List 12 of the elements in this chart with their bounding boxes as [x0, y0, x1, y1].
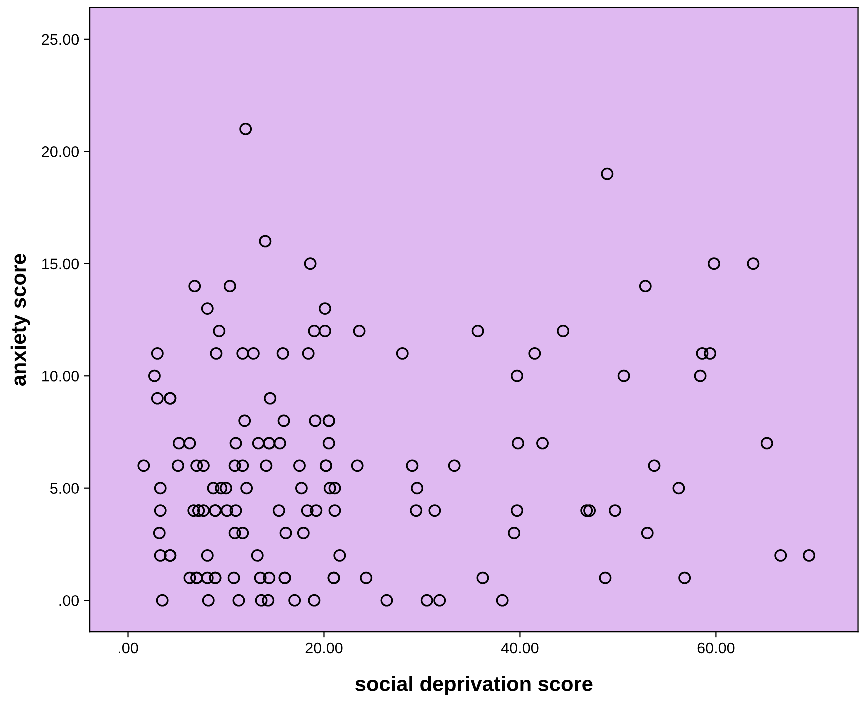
- y-tick-label: 15.00: [42, 258, 80, 270]
- x-tick-label: .00: [119, 642, 138, 654]
- y-tick-label: .00: [60, 595, 80, 606]
- x-tick-label: 40.00: [501, 642, 539, 654]
- y-axis-title: anxiety score: [10, 254, 30, 386]
- y-tick-label: 20.00: [42, 146, 80, 158]
- y-tick-label: 25.00: [42, 34, 80, 46]
- x-tick-label: 20.00: [306, 642, 343, 654]
- y-tick-label: 5.00: [50, 483, 80, 494]
- x-axis-title: social deprivation score: [356, 676, 593, 696]
- x-tick-label: 60.00: [698, 642, 735, 654]
- y-tick-label: 10.00: [42, 370, 80, 382]
